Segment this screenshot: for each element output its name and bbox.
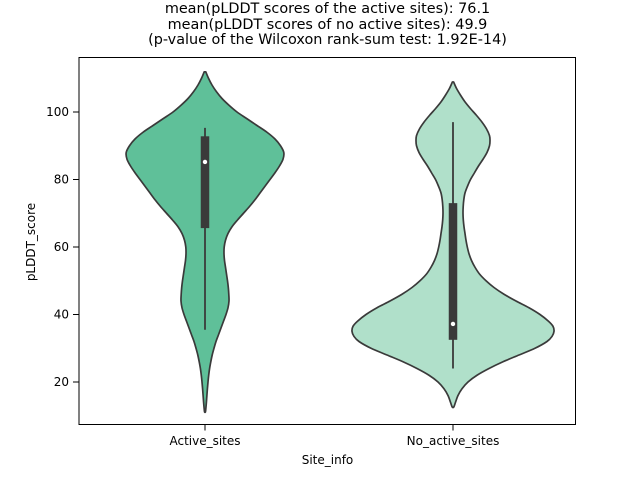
- y-tick-label: 80: [54, 173, 69, 187]
- x-tick-label-no_active_sites: No_active_sites: [407, 434, 500, 448]
- chart-title: mean(pLDDT scores of the active sites): …: [79, 1, 576, 49]
- y-tick-label: 100: [46, 105, 69, 119]
- x-tick-label-active_sites: Active_sites: [169, 434, 240, 448]
- x-axis-label: Site_info: [301, 453, 354, 467]
- box-no_active_sites: [448, 203, 458, 340]
- title-line-mean-no-active: mean(pLDDT scores of no active sites): 4…: [167, 16, 488, 33]
- y-axis-label: pLDDT_score: [24, 202, 38, 282]
- box-active_sites: [200, 136, 210, 229]
- median-dot-no_active_sites: [450, 321, 456, 327]
- y-tick-label: 60: [54, 240, 69, 254]
- axes-spines: [78, 57, 576, 425]
- title-line-mean-active: mean(pLDDT scores of the active sites): …: [164, 1, 491, 17]
- median-dot-active_sites: [202, 159, 208, 165]
- y-tick-label: 40: [54, 308, 69, 322]
- title-line-p-value: (p-value of the Wilcoxon rank-sum test: …: [148, 32, 507, 49]
- y-tick-label: 20: [54, 375, 69, 389]
